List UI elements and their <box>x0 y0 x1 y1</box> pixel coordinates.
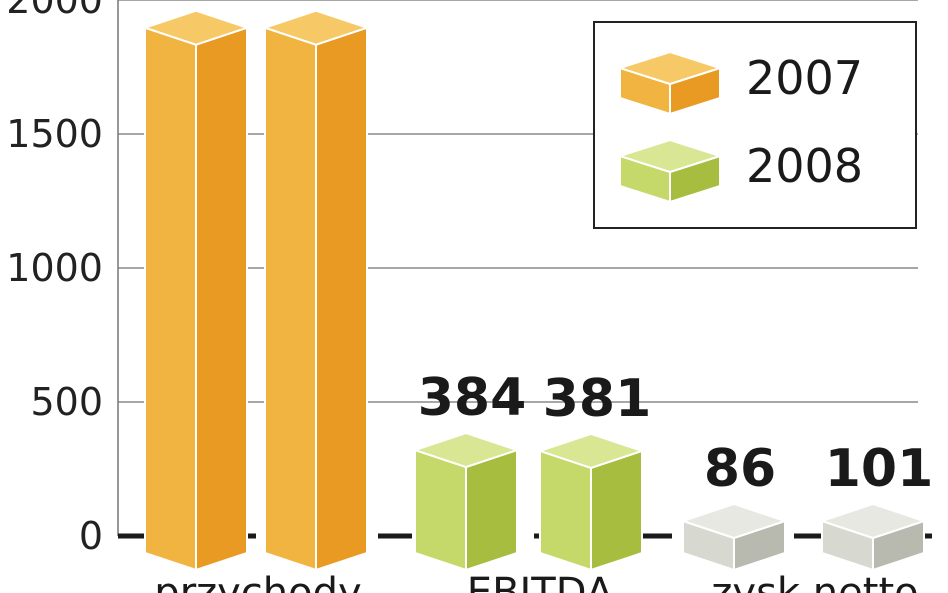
category-label: zysk netto <box>711 570 918 593</box>
data-labels: 384 381 86 101 <box>418 368 934 499</box>
bar-front-face <box>144 26 197 572</box>
legend-swatch-top <box>616 50 724 86</box>
bar-front-face <box>539 449 592 572</box>
bar <box>679 502 789 572</box>
bar <box>141 9 251 572</box>
baseline <box>117 0 948 539</box>
bar-side-face <box>465 448 518 572</box>
bar <box>536 432 646 572</box>
bar-front-face <box>414 448 467 572</box>
bar-top-face <box>818 502 928 540</box>
bar-side-face <box>315 26 368 572</box>
data-label: 381 <box>543 369 652 429</box>
bars <box>141 9 928 572</box>
bar-top-face <box>536 432 646 469</box>
legend-item: 2008 <box>616 138 863 204</box>
y-tick-label: 1000 <box>6 246 103 290</box>
bar-top-face <box>261 9 371 46</box>
bar-side-face <box>590 449 643 572</box>
bar <box>411 432 521 572</box>
y-tick-label: 500 <box>30 380 103 424</box>
legend-label: 2008 <box>746 139 863 193</box>
category-label: EBITDA <box>467 570 614 593</box>
category-labels: przychody EBITDA zysk netto <box>154 570 918 593</box>
data-label: 86 <box>704 439 776 499</box>
bar-side-face <box>195 26 248 572</box>
legend-item: 2007 <box>616 50 863 116</box>
data-label: 384 <box>418 368 527 428</box>
data-label: 101 <box>825 439 934 499</box>
bar <box>818 502 928 572</box>
bar-top-face <box>679 502 789 540</box>
bar-front-face <box>264 26 317 572</box>
legend: 2007 2008 <box>593 21 917 229</box>
legend-label: 2007 <box>746 51 863 105</box>
category-label: przychody <box>154 570 361 593</box>
y-tick-label: 2000 <box>6 0 103 22</box>
legend-swatch-top <box>616 138 724 174</box>
y-axis-tick-labels: 0 500 1000 1500 2000 <box>6 0 103 558</box>
y-tick-label: 1500 <box>6 112 103 156</box>
bar-top-face <box>141 9 251 46</box>
bar-top-face <box>411 432 521 469</box>
y-tick-label: 0 <box>79 514 103 558</box>
bar <box>261 9 371 572</box>
